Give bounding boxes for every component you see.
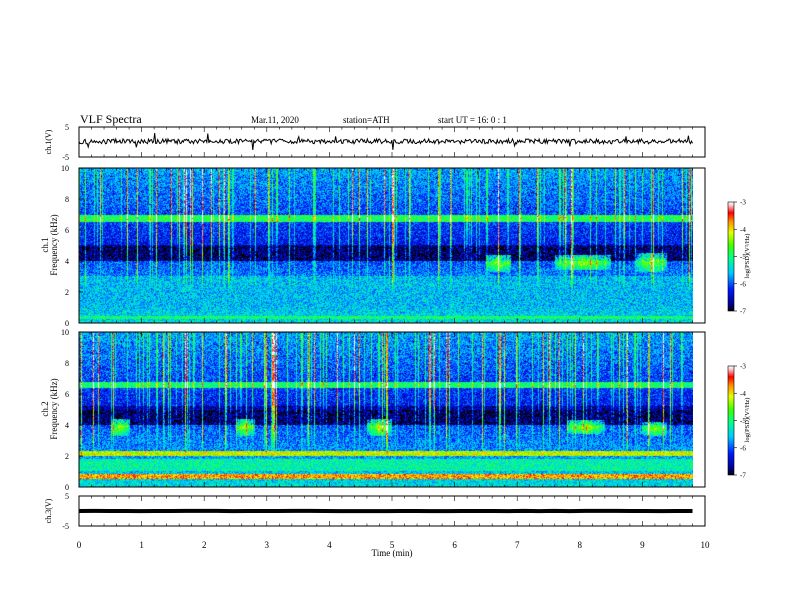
ch1-colorbar-scale [728, 202, 734, 311]
time-axis-tick-5: 5 [390, 540, 395, 550]
date-label: Mar.11, 2020 [251, 115, 299, 125]
ch2-spectrogram-panel: ch.2 Frequency (kHz) 0 2 4 6 8 10 [40, 328, 706, 492]
axis-minor-ticks [78, 127, 706, 526]
time-axis-tick-1: 1 [139, 540, 144, 550]
time-axis-tick-9: 9 [640, 540, 645, 550]
colorbar-tick-label: -4 [740, 226, 746, 234]
colorbar-tick-label: -6 [740, 280, 746, 288]
time-axis-tick-8: 8 [578, 540, 583, 550]
ch1-spectrogram-ylabel-channel: ch.1 [40, 237, 50, 252]
ch1-waveform-trace [78, 133, 693, 151]
ch2-spectrogram-image [79, 332, 693, 487]
ch1-spectrogram-ylabel-frequency: Frequency (kHz) [49, 214, 59, 275]
time-axis-tick-4: 4 [327, 540, 332, 550]
colorbar-tick-label: -4 [740, 390, 746, 398]
ch1-spectrogram-ytick-8: 8 [65, 195, 69, 204]
ch1-spectrogram-ytick-0: 0 [65, 319, 69, 328]
ch1-spectrogram-ytick-6: 6 [65, 226, 69, 235]
ch2-spectrogram-ytick-6: 6 [65, 390, 69, 399]
ch2-colorbar: log(PSD)(V²/Hz) -3 -4 -5 -6 -7 [727, 363, 751, 480]
ch3-waveform-panel: ch.3(V) 5 -5 0 1 2 3 4 5 6 7 8 9 10 Time (min) [44, 492, 710, 558]
ch2-spectrogram-ytick-10: 10 [61, 328, 69, 337]
ch1-spectrogram-ytick-10: 10 [61, 164, 69, 173]
colorbar-tick-label: -7 [740, 472, 746, 480]
colorbar-tick-label: -3 [740, 363, 746, 371]
time-axis-label: Time (min) [372, 548, 413, 558]
ch2-spectrogram-yticks: 0 2 4 6 8 10 [61, 328, 83, 492]
ch1-spectrogram-image [79, 168, 693, 323]
colorbar-tick-label: -3 [740, 199, 746, 207]
figure-title: VLF Spectra [80, 112, 142, 126]
time-axis-tick-10: 10 [701, 540, 711, 550]
ch1-spectrogram-panel: ch.1 Frequency (kHz) 0 2 4 6 8 10 [40, 164, 706, 328]
time-axis-tick-2: 2 [202, 540, 207, 550]
ch3-ytick-top: 5 [65, 492, 69, 501]
colorbar-tick-label: -5 [740, 253, 746, 261]
station-label: station=ATH [343, 115, 390, 125]
ch1-spectrogram-ytick-4: 4 [65, 257, 69, 266]
time-axis-tick-0: 0 [77, 540, 82, 550]
ch2-colorbar-ticks: -3 -4 -5 -6 -7 [734, 363, 746, 480]
colorbar-tick-label: -7 [740, 308, 746, 316]
ch1-colorbar-label: log(PSD)(V²/Hz) [744, 234, 751, 279]
time-axis-tick-7: 7 [515, 540, 520, 550]
ch2-spectrogram-ytick-2: 2 [65, 452, 69, 461]
ch1-ytick-bottom: -5 [62, 153, 69, 162]
time-axis-tick-3: 3 [265, 540, 270, 550]
ch2-spectrogram-ylabel-frequency: Frequency (kHz) [49, 378, 59, 439]
ch2-spectrogram-ytick-0: 0 [65, 483, 69, 492]
ch1-spectrogram-ytick-2: 2 [65, 288, 69, 297]
ch2-colorbar-label: log(PSD)(V²/Hz) [744, 398, 751, 443]
ch1-waveform-ylabel: ch.1(V) [44, 129, 53, 154]
ch1-colorbar: log(PSD)(V²/Hz) -3 -4 -5 -6 -7 [727, 199, 751, 316]
ch1-colorbar-ticks: -3 -4 -5 -6 -7 [734, 199, 746, 316]
colorbar-tick-label: -6 [740, 444, 746, 452]
ch2-spectrogram-ytick-4: 4 [65, 421, 69, 430]
ch2-colorbar-scale [728, 366, 734, 475]
ch1-spectrogram-yticks: 0 2 4 6 8 10 [61, 164, 83, 328]
ch1-waveform-panel: ch.1(V) 5 -5 [44, 123, 706, 162]
ch1-ytick-top: 5 [65, 123, 69, 132]
time-axis-ticks: 0 1 2 3 4 5 6 7 8 9 10 [77, 540, 710, 550]
time-axis-tick-6: 6 [452, 540, 457, 550]
ch3-waveform-ylabel: ch.3(V) [44, 498, 53, 523]
colorbar-tick-label: -5 [740, 417, 746, 425]
ch2-spectrogram-ylabel-channel: ch.2 [40, 401, 50, 416]
ch3-ytick-bottom: -5 [62, 522, 69, 531]
ch2-spectrogram-ytick-8: 8 [65, 359, 69, 368]
start-time-label: start UT = 16: 0 : 1 [438, 115, 507, 125]
